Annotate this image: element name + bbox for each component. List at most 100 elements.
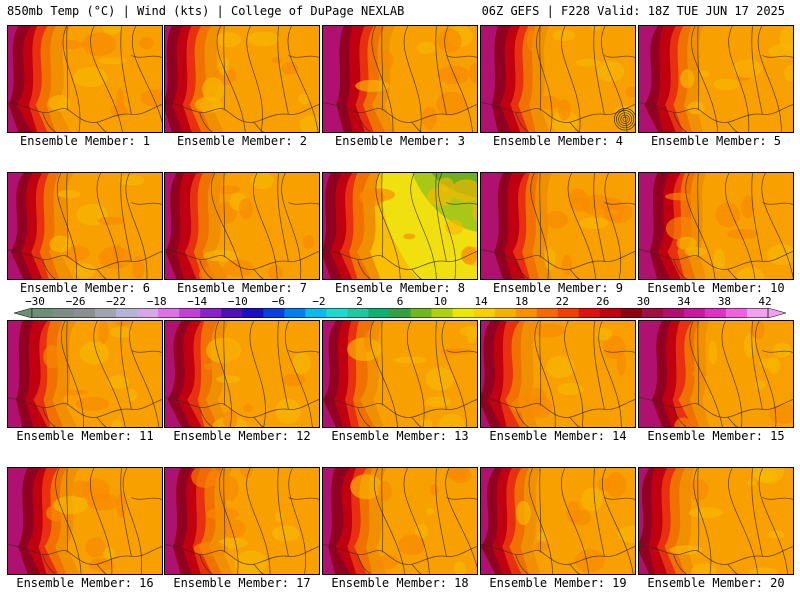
colorbar-swatch	[347, 308, 369, 318]
ensemble-map-panel	[480, 467, 636, 575]
colorbar-min-arrow	[14, 308, 33, 318]
colorbar-tick-label: −30	[25, 295, 45, 308]
colorbar-swatch	[452, 308, 474, 318]
ensemble-map-panel	[7, 320, 163, 428]
colorbar-swatch	[137, 308, 159, 318]
colorbar-swatch	[263, 308, 285, 318]
colorbar-tick-label: −2	[312, 295, 326, 308]
colorbar-swatch	[74, 308, 96, 318]
colorbar-swatch	[473, 308, 495, 318]
colorbar-tick-label: 22	[555, 295, 569, 308]
colorbar-tick-label: 10	[433, 295, 448, 308]
ensemble-map-panel	[164, 467, 320, 575]
colorbar-tick-label: 34	[677, 295, 691, 308]
colorbar-tick-label: 6	[396, 295, 404, 308]
colorbar-swatch	[536, 308, 559, 318]
colorbar-swatch	[305, 308, 327, 318]
colorbar-swatch	[578, 308, 601, 318]
temperature-colorbar	[14, 308, 786, 318]
ensemble-member-label: Ensemble Member: 18	[331, 576, 469, 590]
colorbar-tick-label: −14	[187, 295, 208, 308]
ensemble-map-panel	[480, 320, 636, 428]
ensemble-map-panel	[638, 467, 794, 575]
colorbar-tick-label: 26	[596, 295, 610, 308]
ensemble-member-label: Ensemble Member: 8	[334, 281, 466, 295]
ensemble-member-label: Ensemble Member: 2	[176, 134, 308, 148]
colorbar-tick-label: 2	[356, 295, 363, 308]
colorbar-swatch	[95, 308, 117, 318]
ensemble-member-label: Ensemble Member: 17	[173, 576, 311, 590]
ensemble-map-panel	[322, 25, 478, 133]
ensemble-map-panel	[164, 25, 320, 133]
ensemble-member-label: Ensemble Member: 9	[492, 281, 624, 295]
colorbar-swatch	[221, 308, 243, 318]
ensemble-member-label: Ensemble Member: 19	[489, 576, 627, 590]
ensemble-member-label: Ensemble Member: 14	[489, 429, 627, 443]
colorbar-max-arrow	[767, 308, 786, 318]
colorbar-swatch	[53, 308, 75, 318]
ensemble-member-label: Ensemble Member: 16	[16, 576, 154, 590]
ensemble-member-label: Ensemble Member: 5	[650, 134, 782, 148]
colorbar-swatch	[494, 308, 516, 318]
ensemble-map-panel	[322, 467, 478, 575]
colorbar-swatch	[200, 308, 222, 318]
colorbar-swatch	[704, 308, 727, 318]
colorbar-swatch	[242, 308, 264, 318]
ensemble-map-panel	[322, 320, 478, 428]
ensemble-map-panel	[164, 320, 320, 428]
colorbar-tick-label: −22	[106, 295, 127, 308]
ensemble-member-label: Ensemble Member: 3	[334, 134, 466, 148]
ensemble-map-panel	[7, 25, 163, 133]
ensemble-map-panel	[638, 172, 794, 280]
colorbar-tick-label: 18	[515, 295, 529, 308]
colorbar-tick-label: 30	[636, 295, 650, 308]
ensemble-map-panel	[638, 25, 794, 133]
header-left-title: 850mb Temp (°C) | Wind (kts) | College o…	[7, 4, 405, 18]
colorbar-swatch	[683, 308, 706, 318]
ensemble-member-label: Ensemble Member: 4	[492, 134, 624, 148]
ensemble-member-label: Ensemble Member: 15	[647, 429, 785, 443]
colorbar-tick-label: 42	[758, 295, 772, 308]
ensemble-map-panel	[7, 467, 163, 575]
colorbar-tick-label: −26	[65, 295, 86, 308]
ensemble-member-label: Ensemble Member: 6	[19, 281, 151, 295]
colorbar-swatch	[431, 308, 453, 318]
colorbar-tick-label: −18	[146, 295, 167, 308]
ensemble-map-panel	[480, 25, 636, 133]
colorbar-swatch	[32, 308, 54, 318]
ensemble-member-label: Ensemble Member: 12	[173, 429, 311, 443]
ensemble-member-label: Ensemble Member: 20	[647, 576, 785, 590]
colorbar-tick-label: 38	[717, 295, 732, 308]
colorbar-swatch	[326, 308, 348, 318]
colorbar-swatch	[599, 308, 622, 318]
colorbar-tick-label: −6	[271, 295, 285, 308]
colorbar-swatch	[158, 308, 180, 318]
colorbar-swatch	[620, 308, 643, 318]
colorbar-swatch	[515, 308, 537, 318]
colorbar-swatch	[641, 308, 664, 318]
colorbar-swatch	[557, 308, 580, 318]
colorbar-swatch	[179, 308, 201, 318]
colorbar-swatch	[284, 308, 306, 318]
colorbar-swatch	[662, 308, 685, 318]
ensemble-member-label: Ensemble Member: 7	[176, 281, 308, 295]
colorbar-tick-label: 14	[474, 295, 488, 308]
colorbar-tick-label: −10	[227, 295, 248, 308]
ensemble-member-label: Ensemble Member: 1	[19, 134, 151, 148]
ensemble-map-panel	[638, 320, 794, 428]
ensemble-map-panel	[322, 172, 478, 280]
colorbar-swatch	[725, 308, 748, 318]
ensemble-member-label: Ensemble Member: 11	[16, 429, 154, 443]
colorbar-swatch	[746, 308, 769, 318]
ensemble-map-panel	[164, 172, 320, 280]
ensemble-member-label: Ensemble Member: 13	[331, 429, 469, 443]
colorbar-swatch	[410, 308, 432, 318]
ensemble-map-panel	[7, 172, 163, 280]
ensemble-map-panel	[480, 172, 636, 280]
colorbar-swatch	[389, 308, 411, 318]
figure-header: 850mb Temp (°C) | Wind (kts) | College o…	[0, 0, 800, 22]
ensemble-member-label: Ensemble Member: 10	[647, 281, 785, 295]
colorbar-swatch	[368, 308, 390, 318]
colorbar-tick-labels: −30 −26 −22 −18 −14 −10 −6 −2 2 6 10 14 18 22 26 30 34 38…	[0, 296, 800, 308]
header-right-title: 06Z GEFS | F228 Valid: 18Z TUE JUN 17 20…	[481, 4, 785, 18]
